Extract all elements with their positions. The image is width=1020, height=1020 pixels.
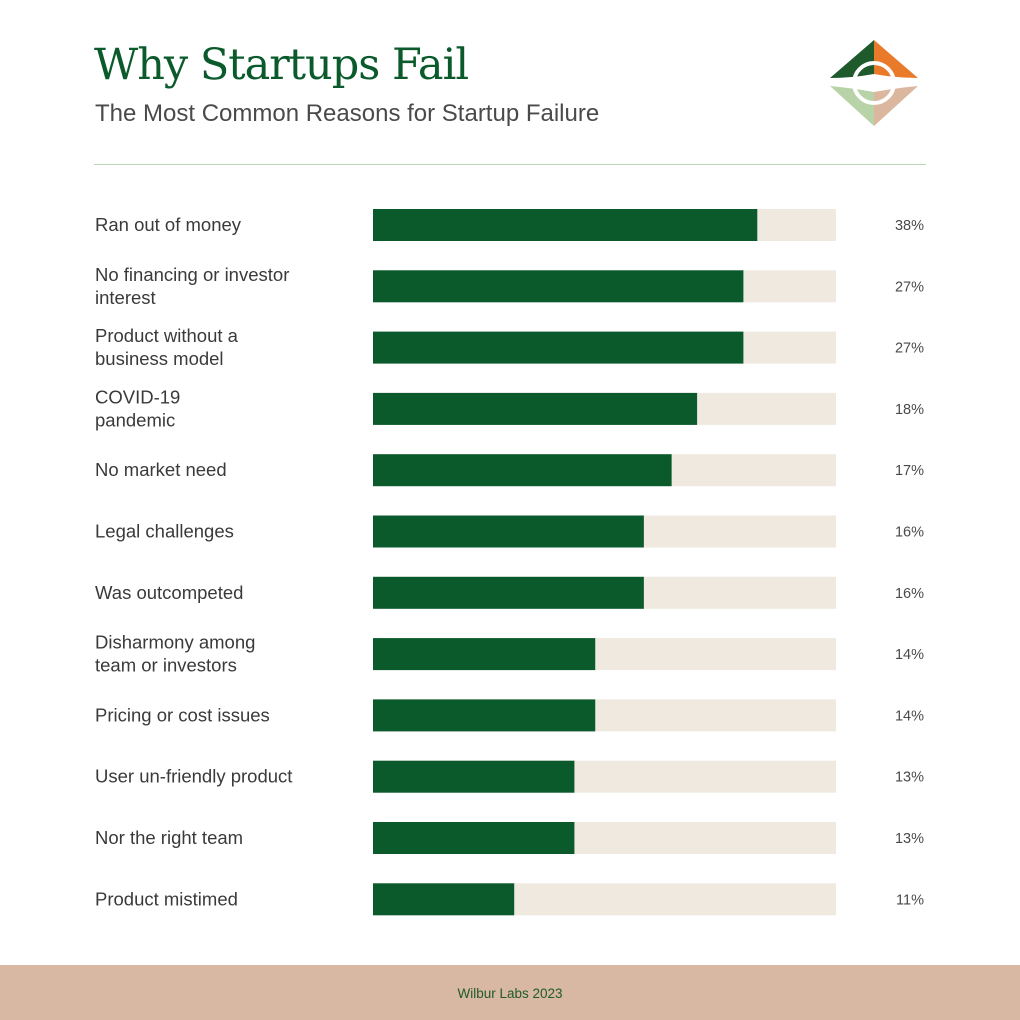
- category-label: Nor the right team: [95, 827, 243, 848]
- footer-credit: Wilbur Labs 2023: [457, 986, 563, 1001]
- bar: [373, 883, 515, 916]
- startup-failure-bar-chart: Ran out of money 38% No financing or inves…: [95, 209, 924, 916]
- bar: [373, 392, 698, 425]
- header-divider: [94, 164, 926, 165]
- page-subtitle: The Most Common Reasons for Startup Fail…: [95, 100, 600, 127]
- wilbur-labs-logo-icon: [830, 40, 918, 126]
- value-label: 18%: [895, 402, 924, 418]
- category-label: Pricing or cost issues: [95, 704, 270, 725]
- value-label: 13%: [895, 831, 924, 847]
- category-label: Product mistimed: [95, 888, 238, 909]
- page-title: Why Startups Fail: [94, 40, 469, 90]
- value-label: 16%: [895, 586, 924, 602]
- bar: [373, 760, 575, 793]
- value-label: 16%: [895, 525, 924, 541]
- category-label: Ran out of money: [95, 214, 242, 235]
- category-label: COVID-19 pandemic: [95, 386, 180, 430]
- value-label: 11%: [896, 892, 924, 908]
- category-label: Was outcompeted: [95, 582, 243, 603]
- bar: [373, 209, 758, 241]
- logo-leaf-bottom-right: [874, 86, 918, 126]
- bar: [373, 515, 644, 548]
- bar: [373, 576, 644, 609]
- bar: [373, 331, 744, 364]
- bar: [373, 699, 596, 732]
- value-label: 27%: [895, 279, 924, 295]
- category-label: Disharmony among team or investors: [95, 632, 255, 676]
- category-label: No financing or investor interest: [95, 264, 289, 308]
- category-label: No market need: [95, 459, 227, 480]
- bar: [373, 638, 596, 671]
- value-label: 27%: [895, 341, 924, 357]
- value-label: 13%: [895, 770, 924, 786]
- value-label: 17%: [895, 463, 924, 479]
- value-label: 38%: [895, 218, 924, 234]
- category-label: Legal challenges: [95, 521, 234, 542]
- footer-bar: Wilbur Labs 2023: [0, 965, 1020, 1020]
- value-label: 14%: [895, 708, 924, 724]
- bar: [373, 822, 575, 854]
- category-label: Product without a business model: [95, 325, 239, 369]
- value-label: 14%: [895, 647, 924, 663]
- logo-leaf-bottom-left: [830, 86, 874, 126]
- category-label: User un-friendly product: [95, 766, 292, 787]
- bar: [373, 454, 672, 487]
- bar: [373, 270, 744, 303]
